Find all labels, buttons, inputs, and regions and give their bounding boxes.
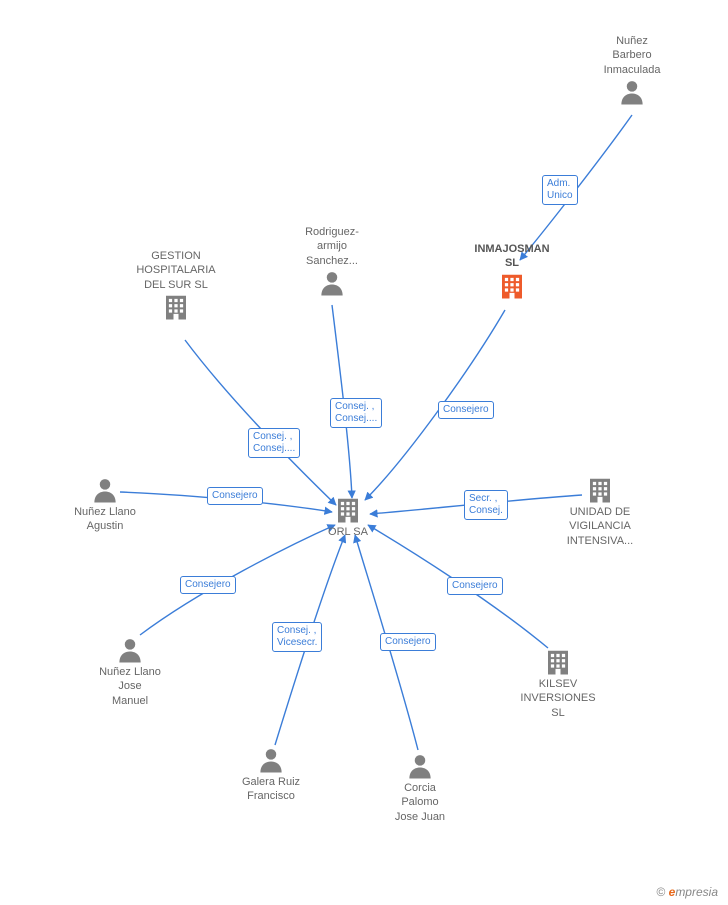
edge-label-nunez_barbero-inmajosman: Adm.Unico	[542, 175, 578, 205]
edge-gestion-center	[185, 340, 336, 505]
node-label: SL	[519, 706, 597, 720]
footer-branding: © empresia	[656, 885, 718, 899]
node-rodriguez[interactable]: Rodriguez-armijoSanchez...	[296, 225, 368, 298]
node-corcia[interactable]: CorciaPalomoJose Juan	[387, 751, 453, 824]
node-label: Sanchez...	[296, 254, 368, 268]
node-nunez_barbero[interactable]: NuñezBarberoInmaculada	[596, 34, 668, 107]
edge-label-rodriguez-center: Consej. ,Consej....	[330, 398, 382, 428]
edge-label-unidad-center: Secr. ,Consej.	[464, 490, 508, 520]
network-edges	[0, 0, 728, 905]
node-label: DEL SUR SL	[134, 278, 218, 292]
node-label: Jose	[91, 679, 169, 693]
node-label: Francisco	[232, 789, 310, 803]
node-label: ORL SA	[318, 525, 378, 539]
node-label: Nuñez Llano	[91, 665, 169, 679]
node-label: INMAJOSMAN SL	[467, 242, 558, 271]
node-label: Barbero	[596, 48, 668, 62]
node-label: Nuñez	[596, 34, 668, 48]
edge-label-inmajosman-center: Consejero	[438, 401, 494, 419]
node-label: UNIDAD DE	[558, 505, 642, 519]
node-label: INVERSIONES	[519, 691, 597, 705]
edge-label-gestion-center: Consej. ,Consej....	[248, 428, 300, 458]
node-label: Manuel	[91, 694, 169, 708]
edge-label-kilsev-center: Consejero	[447, 577, 503, 595]
node-kilsev[interactable]: KILSEVINVERSIONESSL	[519, 647, 597, 720]
node-label: Agustin	[66, 519, 144, 533]
node-label: VIGILANCIA	[558, 519, 642, 533]
node-unidad[interactable]: UNIDAD DEVIGILANCIAINTENSIVA...	[558, 475, 642, 548]
node-label: Inmaculada	[596, 63, 668, 77]
node-label: GESTION	[134, 249, 218, 263]
node-label: armijo	[296, 239, 368, 253]
edge-label-nunez_josemanuel-center: Consejero	[180, 576, 236, 594]
node-label: Galera Ruiz	[232, 775, 310, 789]
node-label: Palomo	[387, 795, 453, 809]
node-label: Corcia	[387, 781, 453, 795]
edge-nunez_josemanuel-center	[140, 525, 335, 635]
node-galera[interactable]: Galera RuizFrancisco	[232, 745, 310, 804]
node-label: Rodriguez-	[296, 225, 368, 239]
node-label: Nuñez Llano	[66, 505, 144, 519]
node-gestion[interactable]: GESTIONHOSPITALARIADEL SUR SL	[134, 249, 218, 322]
edge-label-nunez_agustin-center: Consejero	[207, 487, 263, 505]
brand-rest: mpresia	[675, 885, 718, 899]
node-center[interactable]: ORL SA	[318, 495, 378, 539]
node-inmajosman[interactable]: INMAJOSMAN SL	[467, 242, 558, 301]
copyright-symbol: ©	[656, 885, 665, 899]
node-label: HOSPITALARIA	[134, 263, 218, 277]
node-label: KILSEV	[519, 677, 597, 691]
node-nunez_agustin[interactable]: Nuñez LlanoAgustin	[66, 475, 144, 534]
edge-label-corcia-center: Consejero	[380, 633, 436, 651]
node-nunez_josemanuel[interactable]: Nuñez LlanoJoseManuel	[91, 635, 169, 708]
node-label: INTENSIVA...	[558, 534, 642, 548]
node-label: Jose Juan	[387, 810, 453, 824]
edge-label-galera-center: Consej. ,Vicesecr.	[272, 622, 322, 652]
